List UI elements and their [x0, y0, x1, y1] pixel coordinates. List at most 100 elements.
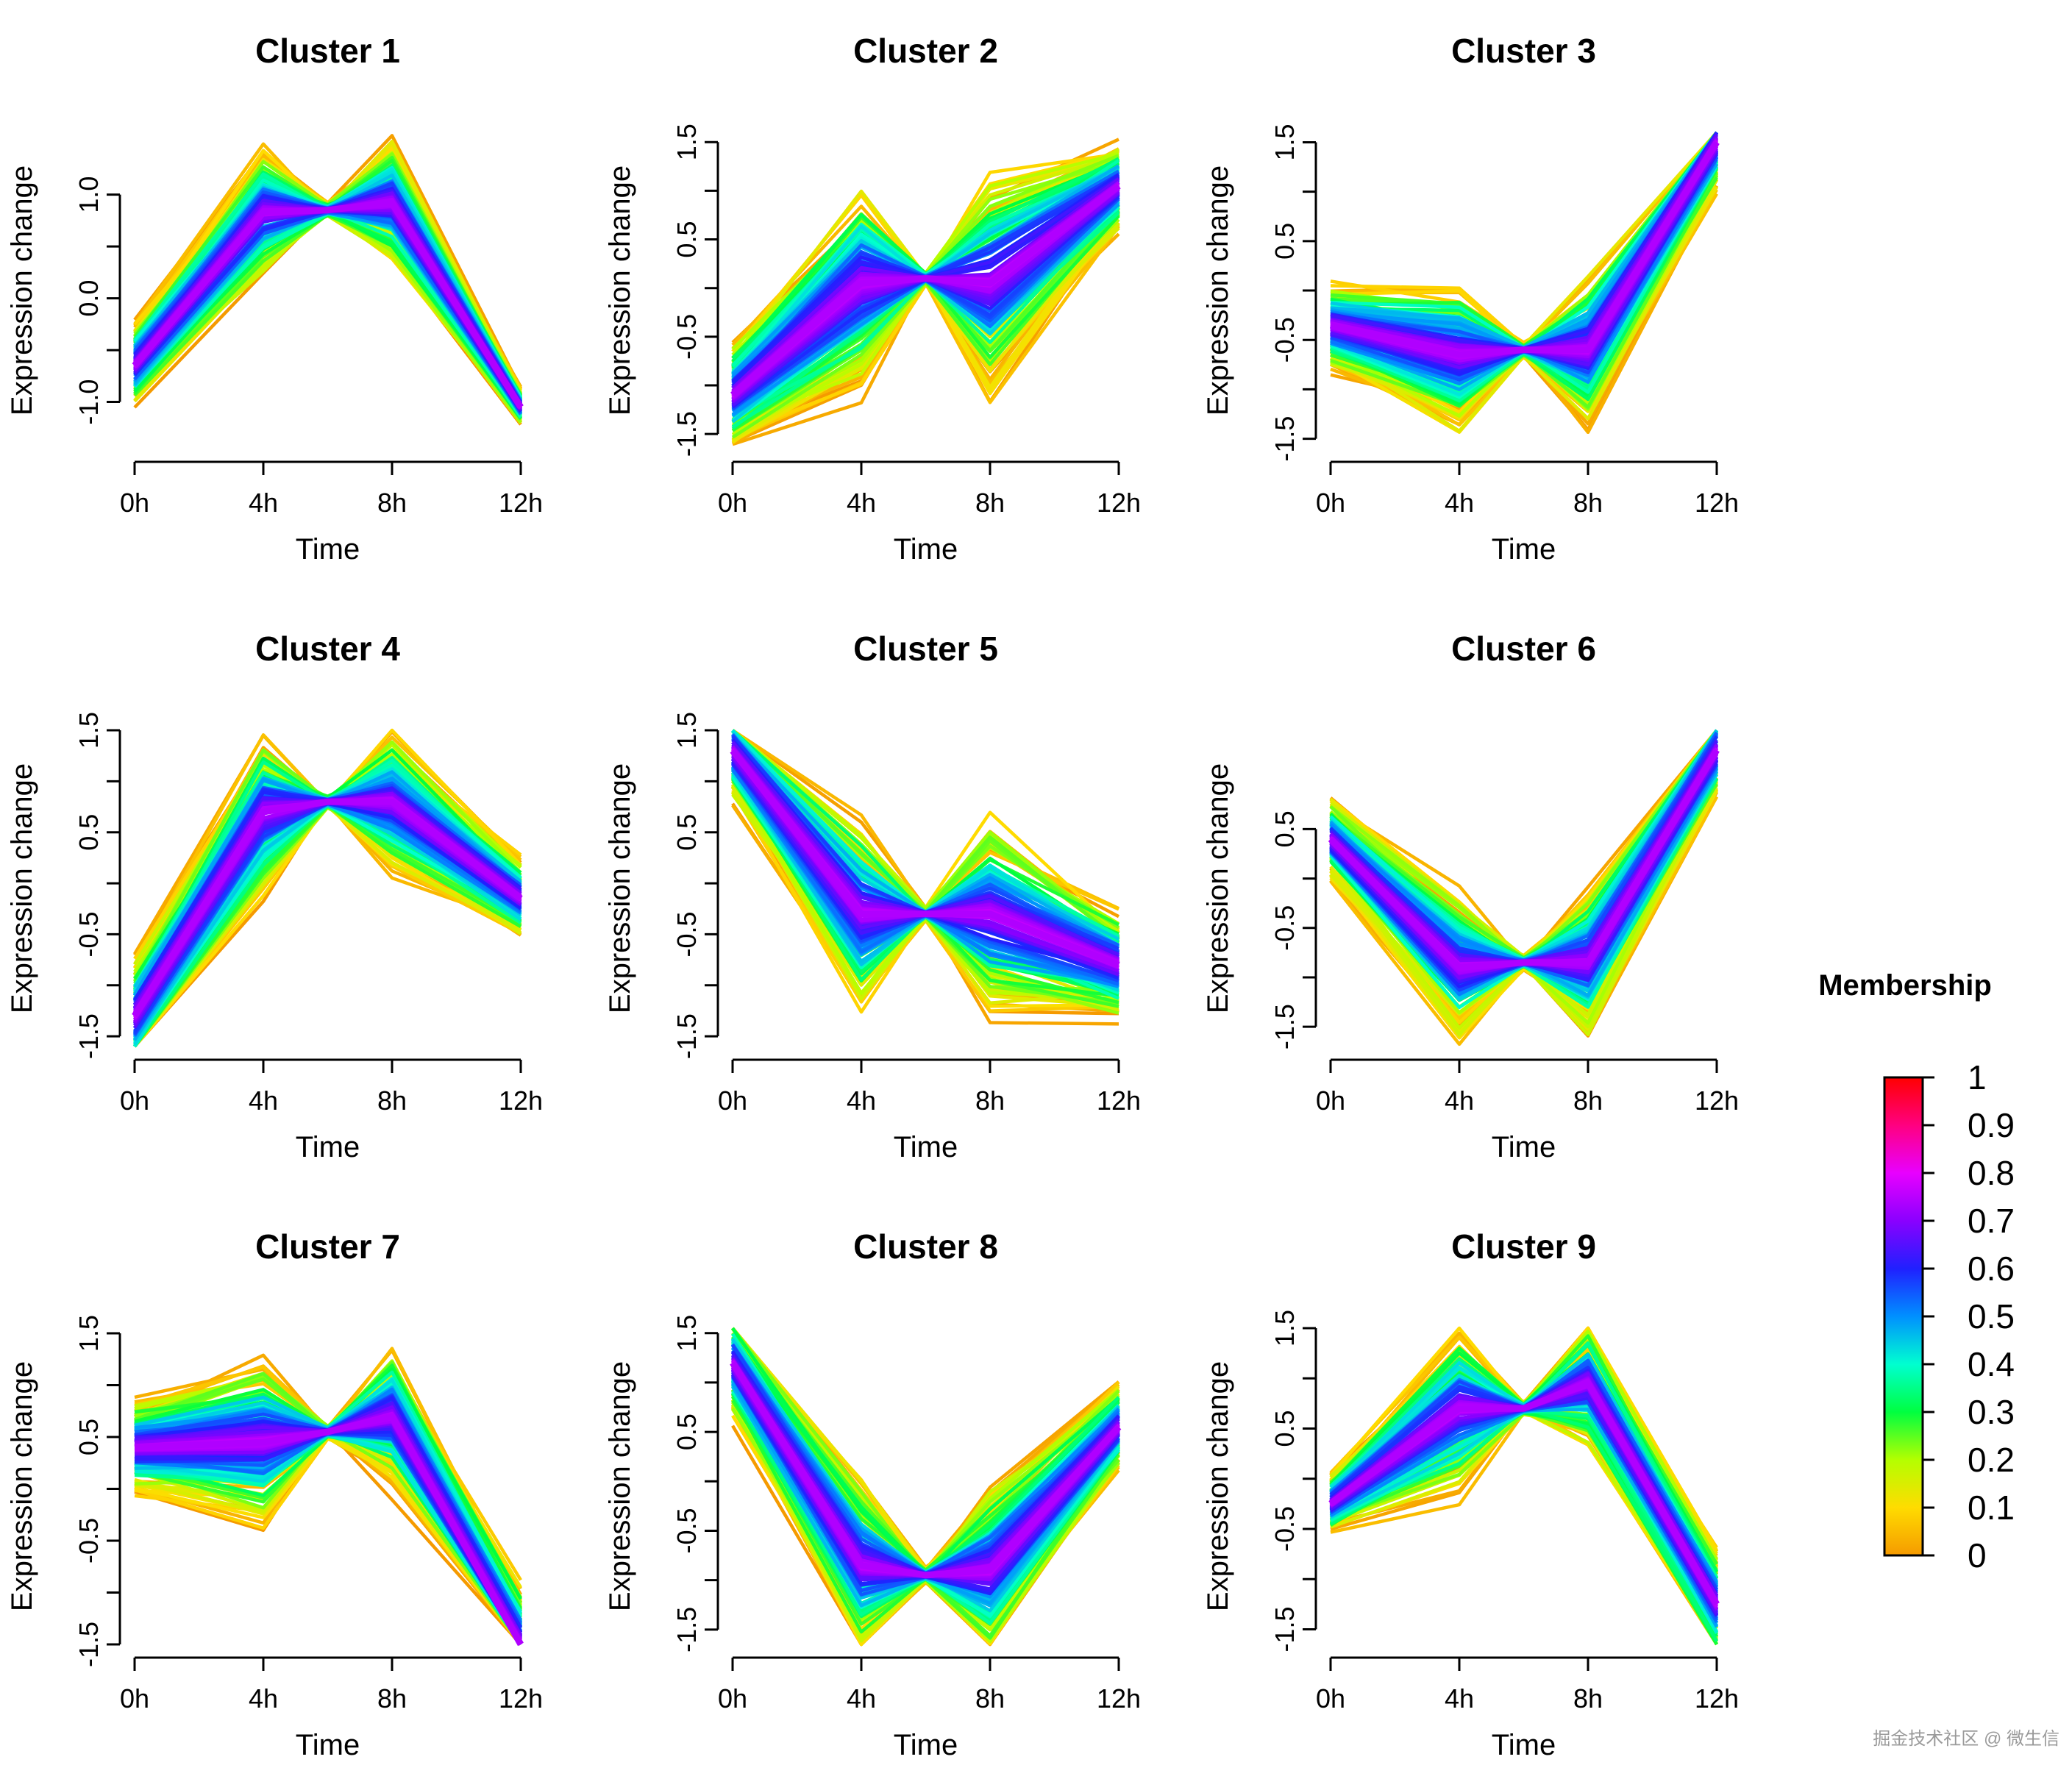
x-tick-label: 12h [499, 1683, 543, 1714]
x-axis-label: Time [894, 1729, 958, 1761]
y-axis-label: Expression change [1202, 165, 1234, 416]
x-tick-label: 0h [1316, 1683, 1345, 1714]
y-tick-label: -0.5 [1270, 905, 1300, 951]
legend-colorbar [1883, 1076, 1924, 1557]
y-tick-label: 0.5 [74, 814, 104, 851]
y-tick-label: 0.0 [74, 280, 104, 317]
panel-title: Cluster 9 [1451, 1227, 1596, 1266]
x-tick-label: 8h [1573, 1683, 1603, 1714]
legend-title: Membership [1818, 969, 1992, 1002]
y-axis-label: Expression change [604, 763, 636, 1013]
y-tick-label: -1.5 [74, 1622, 104, 1667]
y-axis-label: Expression change [6, 165, 38, 416]
y-tick-label: 1.5 [1270, 1310, 1300, 1347]
x-tick-label: 12h [1097, 1683, 1141, 1714]
x-axis-label: Time [1492, 1131, 1556, 1163]
y-tick-label: -1.5 [672, 411, 702, 457]
x-tick-label: 4h [1445, 1683, 1474, 1714]
y-tick-label: 0.5 [1270, 810, 1300, 847]
x-tick-label: 4h [847, 1683, 876, 1714]
cluster-panel-4: Cluster 4 -1.5 -0.5 0.5 1.5 Expression change… [6, 630, 543, 1163]
y-tick-label: 0.5 [1270, 223, 1300, 260]
x-tick-label: 8h [975, 1683, 1005, 1714]
x-tick-label: 4h [847, 1085, 876, 1116]
centroid-line [730, 183, 1121, 398]
y-tick-label: -1.0 [74, 379, 104, 425]
y-tick-label: 1.5 [74, 1315, 104, 1352]
x-tick-label: 8h [975, 1085, 1005, 1116]
x-tick-label: 4h [1445, 488, 1474, 518]
x-tick-label: 0h [1316, 1085, 1345, 1116]
legend-tick-label: 0 [1968, 1536, 1987, 1575]
y-tick-label: 0.5 [74, 1419, 104, 1455]
y-axis-label: Expression change [1202, 1361, 1234, 1611]
x-axis-label: Time [894, 1131, 958, 1163]
y-tick-label: -1.5 [672, 1013, 702, 1059]
cluster-panel-1: Cluster 1 -1.0 0.0 1.0 Expression change 0h 4h… [6, 32, 543, 566]
x-axis-label: Time [296, 533, 360, 566]
x-axis-label: Time [296, 1729, 360, 1761]
x-axis-label: Time [1492, 533, 1556, 566]
x-tick-label: 12h [1695, 488, 1739, 518]
y-tick-label: -0.5 [1270, 317, 1300, 363]
y-tick-label: -0.5 [1270, 1506, 1300, 1552]
legend-tick-label: 0.5 [1968, 1297, 2015, 1336]
y-axis-label: Expression change [6, 1361, 38, 1611]
panel-title: Cluster 5 [853, 630, 998, 668]
y-tick-label: 1.5 [672, 1315, 702, 1352]
x-axis-label: Time [296, 1131, 360, 1163]
legend-tick-label: 0.4 [1968, 1345, 2015, 1383]
x-tick-label: 8h [975, 488, 1005, 518]
x-tick-label: 12h [499, 1085, 543, 1116]
legend-tick-label: 0.2 [1968, 1441, 2015, 1479]
panel-title: Cluster 4 [255, 630, 400, 668]
y-tick-label: 0.5 [672, 221, 702, 258]
cluster-panel-8: Cluster 8 -1.5 -0.5 0.5 1.5 Expression change… [604, 1227, 1141, 1761]
cluster-panel-9: Cluster 9 -1.5 -0.5 0.5 1.5 Expression change… [1202, 1227, 1739, 1761]
centroid-line [132, 199, 524, 409]
x-tick-label: 8h [377, 488, 407, 518]
y-tick-label: -1.5 [74, 1013, 104, 1059]
x-tick-label: 8h [1573, 488, 1603, 518]
cluster-panel-7: Cluster 7 -1.5 -0.5 0.5 1.5 Expression change… [6, 1227, 543, 1761]
x-tick-label: 8h [1573, 1085, 1603, 1116]
centroid-line [132, 798, 523, 1018]
membership-legend: Membership 1 0.9 0.8 0.7 0.6 0.5 0.4 0.3 0.2 0.1 0 [1818, 969, 2015, 1575]
x-tick-label: 4h [249, 488, 278, 518]
x-tick-label: 12h [1097, 1085, 1141, 1116]
centroid-line [134, 1413, 524, 1647]
x-tick-label: 12h [499, 488, 543, 518]
x-tick-label: 4h [249, 1683, 278, 1714]
y-tick-label: 1.0 [74, 176, 104, 213]
y-tick-label: -0.5 [672, 911, 702, 957]
panel-title: Cluster 6 [1451, 630, 1596, 668]
y-tick-label: 1.5 [74, 712, 104, 749]
x-tick-label: 0h [120, 1085, 149, 1116]
x-tick-label: 8h [377, 1683, 407, 1714]
x-tick-label: 12h [1695, 1683, 1739, 1714]
x-axis-label: Time [894, 533, 958, 566]
x-tick-label: 0h [718, 1085, 747, 1116]
x-tick-label: 4h [847, 488, 876, 518]
panel-title: Cluster 1 [255, 32, 400, 70]
legend-tick-label: 0.6 [1968, 1249, 2015, 1288]
x-tick-label: 0h [718, 488, 747, 518]
panel-title: Cluster 2 [853, 32, 998, 70]
x-tick-label: 12h [1097, 488, 1141, 518]
y-tick-label: -1.5 [1270, 1004, 1300, 1049]
legend-tick-label: 0.9 [1968, 1106, 2015, 1144]
cluster-panel-2: Cluster 2 -1.5 -0.5 0.5 1.5 Expression change… [604, 32, 1141, 566]
x-tick-label: 4h [1445, 1085, 1474, 1116]
centroid-line [1329, 140, 1720, 358]
legend-tick-label: 0.7 [1968, 1202, 2015, 1240]
y-tick-label: 1.5 [1270, 124, 1300, 160]
legend-tick-label: 1 [1968, 1058, 1987, 1097]
legend-tick-label: 0.1 [1968, 1488, 2015, 1527]
y-tick-label: 1.5 [672, 712, 702, 749]
cluster-panel-6: Cluster 6 -1.5 -0.5 0.5 Expression change 0h 4… [1202, 630, 1739, 1163]
y-axis-label: Expression change [604, 165, 636, 416]
cluster-panel-3: Cluster 3 -1.5 -0.5 0.5 1.5 Expression change… [1202, 32, 1739, 566]
panel-title: Cluster 7 [255, 1227, 400, 1266]
x-tick-label: 4h [249, 1085, 278, 1116]
